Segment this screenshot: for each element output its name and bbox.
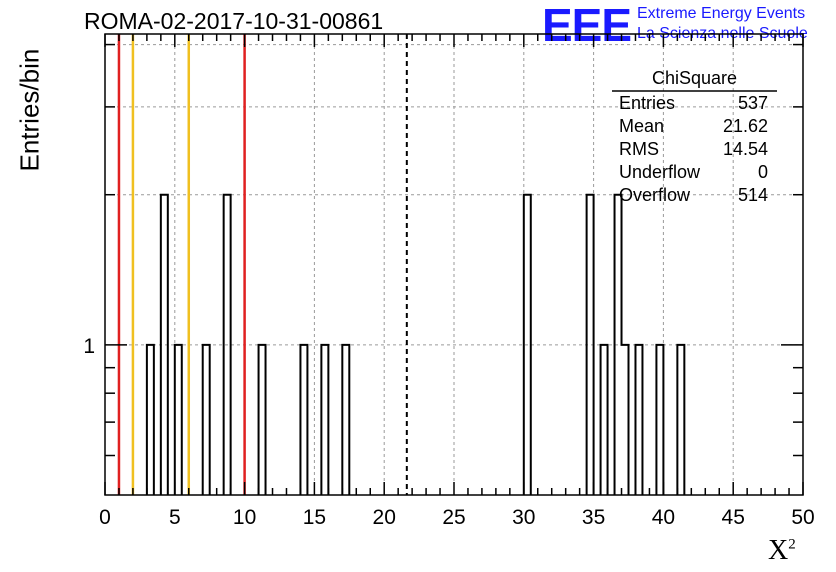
stats-label: Entries bbox=[619, 93, 675, 113]
x-tick-label: 25 bbox=[442, 506, 465, 529]
histogram-bar bbox=[224, 195, 231, 495]
histogram-bar bbox=[342, 345, 349, 495]
chart-title: ROMA-02-2017-10-31-00861 bbox=[84, 8, 384, 34]
stats-label: Overflow bbox=[619, 185, 691, 205]
histogram-bar bbox=[203, 345, 210, 495]
histogram-bars bbox=[145, 193, 686, 495]
histogram-bar bbox=[656, 345, 663, 495]
x-tick-label: 45 bbox=[722, 506, 745, 529]
y-tick-label: 1 bbox=[83, 335, 95, 358]
stats-label: RMS bbox=[619, 139, 659, 159]
histogram-bar bbox=[524, 195, 531, 495]
x-axis-label: X2 bbox=[768, 535, 796, 567]
stats-value: 0 bbox=[758, 162, 768, 182]
histogram-bar bbox=[635, 345, 642, 495]
histogram-outline bbox=[145, 193, 686, 495]
x-tick-label: 30 bbox=[512, 506, 535, 529]
reference-lines bbox=[117, 34, 408, 495]
histogram-bar bbox=[587, 195, 594, 495]
stats-label: Mean bbox=[619, 116, 664, 136]
stats-label: Underflow bbox=[619, 162, 701, 182]
x-tick-label: 35 bbox=[582, 506, 605, 529]
histogram-bar bbox=[161, 195, 168, 495]
x-axis-label-superscript: 2 bbox=[788, 536, 796, 553]
eee-logo: EEE Extreme Energy Events La Scienza nel… bbox=[540, 0, 836, 51]
histogram-bar bbox=[321, 345, 328, 495]
x-axis-label-text: X bbox=[768, 535, 789, 566]
stats-title: ChiSquare bbox=[652, 68, 737, 88]
histogram-bar bbox=[601, 345, 608, 495]
histogram-bar bbox=[259, 345, 266, 495]
stats-value: 537 bbox=[738, 93, 768, 113]
histogram-bar bbox=[300, 345, 307, 495]
histogram-bar bbox=[147, 345, 154, 495]
axis-ticks: 0 5 10 15 20 25 30 35 40 45 50 1 bbox=[83, 34, 815, 529]
stats-value: 14.54 bbox=[723, 139, 768, 159]
histogram-bar bbox=[615, 195, 622, 495]
x-tick-label: 40 bbox=[652, 506, 675, 529]
x-tick-label: 5 bbox=[169, 506, 181, 529]
stats-box: ChiSquare Entries 537 Mean 21.62 RMS 14.54 Unde… bbox=[612, 68, 777, 205]
x-tick-label: 20 bbox=[373, 506, 396, 529]
x-tick-label: 0 bbox=[99, 506, 111, 529]
histogram-bar bbox=[622, 345, 629, 495]
logo-line1: Extreme Energy Events bbox=[637, 5, 806, 22]
x-tick-label: 10 bbox=[233, 506, 256, 529]
stats-value: 21.62 bbox=[723, 116, 768, 136]
x-tick-label: 15 bbox=[303, 506, 326, 529]
logo-mark: EEE bbox=[542, 0, 632, 51]
x-tick-label: 50 bbox=[791, 506, 814, 529]
histogram-bar bbox=[677, 345, 684, 495]
stats-value: 514 bbox=[738, 185, 768, 205]
histogram-bar bbox=[175, 345, 182, 495]
